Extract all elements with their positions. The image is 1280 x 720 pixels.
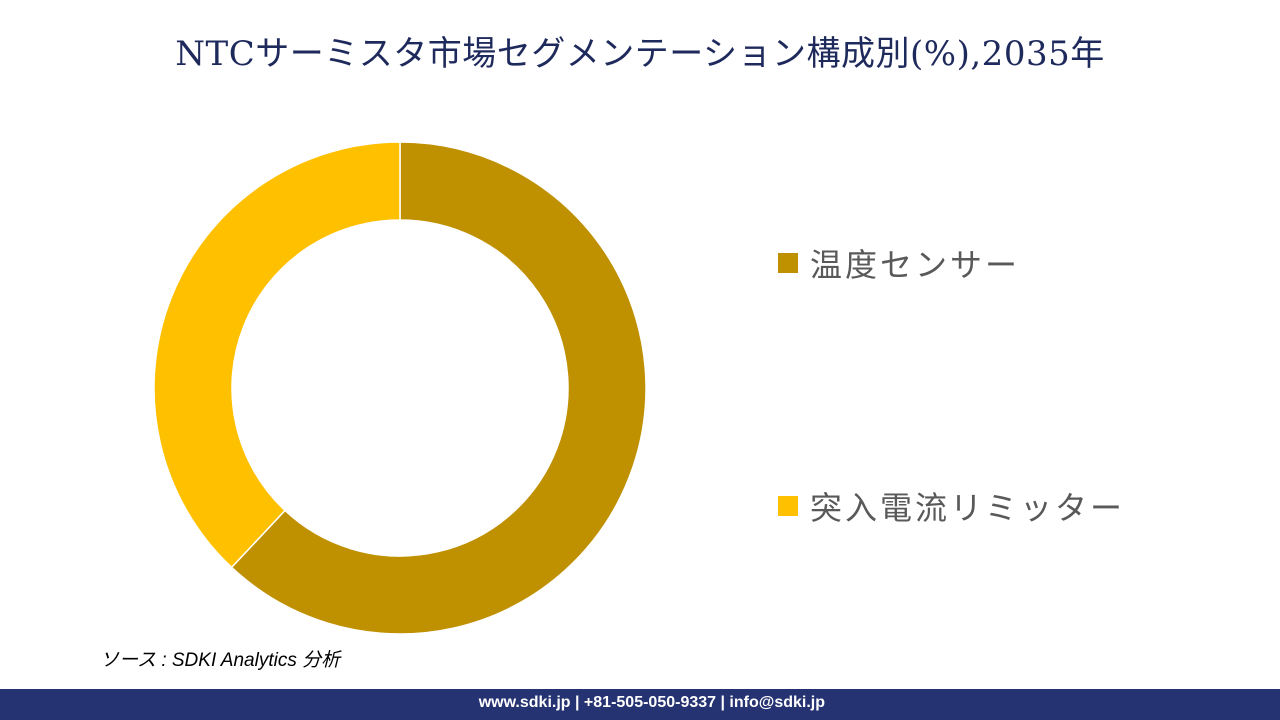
legend-label: 温度センサー <box>810 246 1021 284</box>
legend-item-inrush-current-limiter: 突入電流リミッター <box>778 483 1125 529</box>
donut-chart <box>150 138 650 638</box>
legend-swatch-icon <box>778 496 798 516</box>
legend-swatch-icon <box>778 253 798 273</box>
footer-bar: www.sdki.jp | +81-505-050-9337 | info@sd… <box>0 689 1280 720</box>
source-note: ソース : SDKI Analytics 分析 <box>100 650 341 671</box>
legend-item-temperature-sensor: 温度センサー <box>778 240 1020 286</box>
donut-svg <box>153 141 647 635</box>
footer-contact: www.sdki.jp | +81-505-050-9337 | info@sd… <box>478 694 825 711</box>
legend-label: 突入電流リミッター <box>810 489 1126 527</box>
donut-segment <box>153 141 401 569</box>
donut-segment <box>230 141 647 635</box>
chart-title: NTCサーミスタ市場セグメンテーション構成別(%),2035年 <box>175 34 1105 74</box>
